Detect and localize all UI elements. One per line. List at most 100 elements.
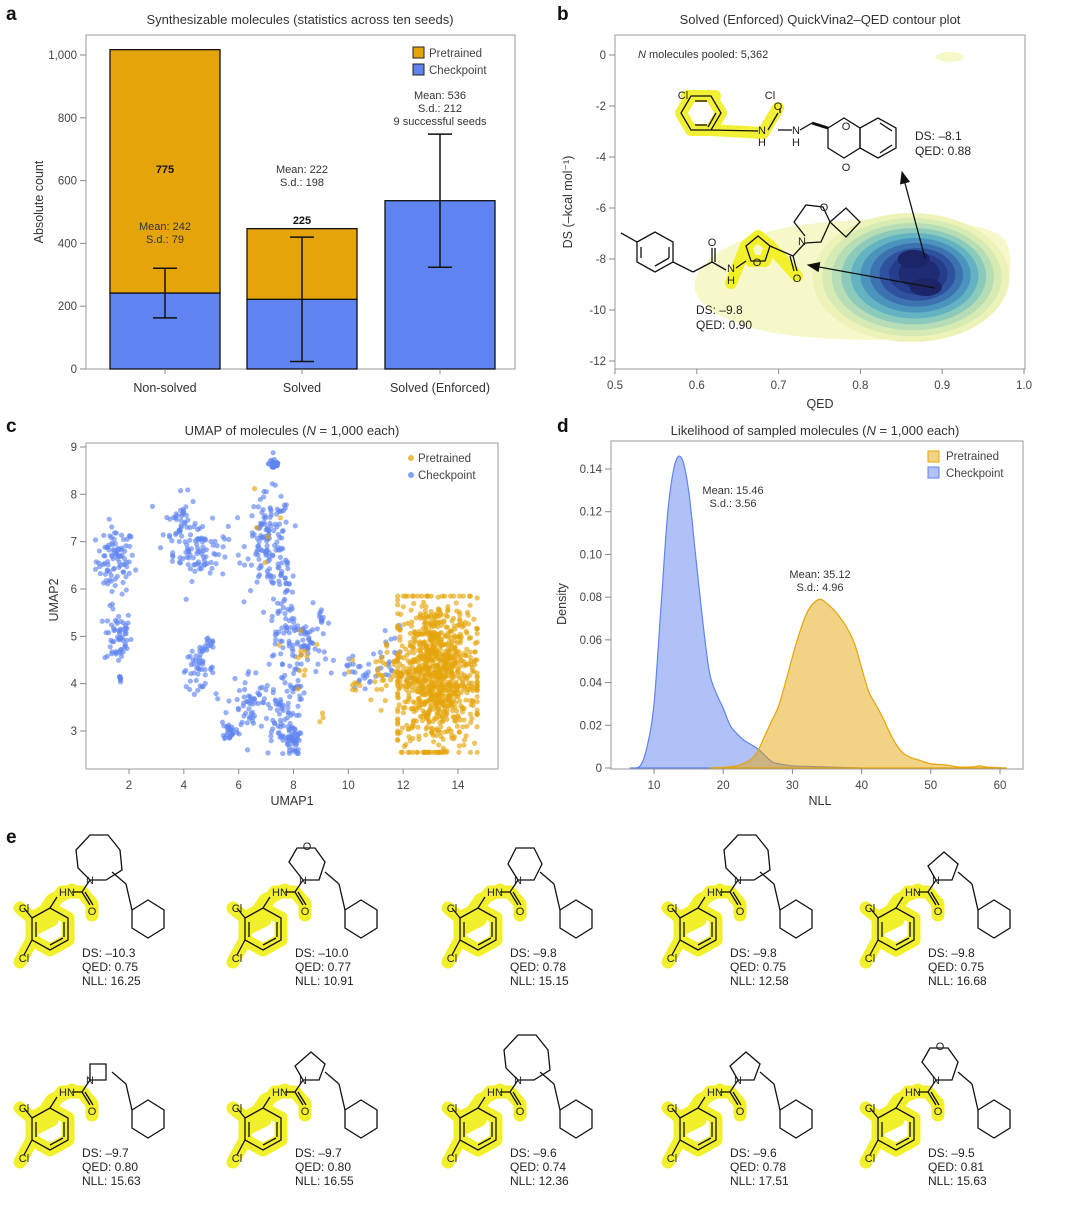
scatter-point-checkpoint (191, 691, 197, 697)
scatter-point-checkpoint (341, 671, 348, 677)
panel-a-ylabel: Absolute count (32, 160, 46, 243)
scatter-point-pretrained (474, 687, 480, 694)
scatter-point-pretrained (437, 658, 443, 664)
atom-label: Cl (19, 1153, 29, 1165)
bond (697, 896, 706, 909)
scatter-point-checkpoint (123, 631, 129, 637)
scatter-point-checkpoint (226, 724, 232, 730)
scatter-point-checkpoint (121, 556, 128, 562)
scatter-point-checkpoint (133, 567, 139, 573)
y-tick-label: 3 (71, 726, 77, 738)
atom-label: N (734, 875, 742, 887)
scatter-point-pretrained (397, 729, 403, 736)
molecule-skeleton (23, 834, 165, 956)
scatter-point-checkpoint (118, 679, 124, 685)
scatter-point-checkpoint (104, 618, 111, 624)
scatter-point-pretrained (435, 624, 441, 630)
scatter-point-pretrained (453, 689, 459, 695)
scatter-point-pretrained (431, 616, 437, 622)
scatter-point-pretrained (454, 708, 460, 714)
scatter-point-pretrained (438, 724, 444, 730)
scatter-point-pretrained (463, 652, 469, 659)
atom-label: Cl (667, 903, 677, 915)
scatter-point-checkpoint (264, 538, 270, 544)
atom-label: O (934, 1106, 943, 1118)
bond (729, 1079, 739, 1093)
scatter-point-checkpoint (167, 534, 173, 540)
scatter-point-pretrained (465, 687, 471, 693)
y-tick-label: 0.02 (580, 720, 602, 732)
bond (553, 883, 561, 911)
scatter-point-checkpoint (279, 661, 286, 667)
bond (895, 1096, 904, 1109)
scatter-point-pretrained (445, 699, 452, 705)
scatter-point-checkpoint (271, 527, 277, 534)
scatter-point-pretrained (423, 732, 429, 738)
atom-label: Cl (19, 1103, 29, 1115)
scatter-point-pretrained (406, 696, 412, 702)
atom-o: O (753, 257, 762, 269)
bond (451, 1139, 461, 1156)
scatter-point-pretrained (457, 717, 463, 723)
molecule-nll: NLL: 16.68 (928, 974, 987, 988)
scatter-point-pretrained (474, 710, 480, 717)
panel-b-top-ds: DS: –8.1 (915, 129, 962, 143)
scatter-point-checkpoint (278, 721, 284, 727)
scatter-point-checkpoint (269, 617, 275, 624)
scatter-point-checkpoint (103, 578, 109, 584)
scatter-point-checkpoint (196, 665, 202, 672)
scatter-point-pretrained (440, 702, 447, 709)
scatter-point-pretrained (373, 659, 379, 665)
scatter-point-checkpoint (270, 726, 276, 732)
atom-label: Cl (865, 1103, 875, 1115)
scatter-point-pretrained (474, 693, 480, 700)
scatter-point-pretrained (436, 714, 442, 720)
scatter-point-checkpoint (290, 748, 296, 754)
scatter-point-pretrained (277, 515, 284, 521)
scatter-point-pretrained (474, 639, 480, 645)
scatter-point-pretrained (421, 599, 427, 605)
scatter-point-checkpoint (233, 727, 240, 733)
molecule-ds: DS: –10.0 (295, 946, 349, 960)
scatter-point-checkpoint (199, 646, 205, 652)
scatter-point-checkpoint (215, 696, 221, 702)
scatter-point-checkpoint (111, 627, 117, 634)
scatter-point-checkpoint (279, 706, 285, 712)
atom-label: Cl (232, 1153, 242, 1165)
scatter-point-pretrained (474, 679, 480, 686)
legend-swatch-checkpoint (927, 466, 940, 479)
panel-letter-a: a (6, 4, 17, 25)
scatter-point-checkpoint (277, 638, 284, 644)
atom-label: Cl (667, 953, 677, 965)
scatter-point-pretrained (433, 637, 439, 643)
scatter-point-pretrained (395, 611, 401, 617)
bond (297, 891, 307, 906)
scatter-point-checkpoint (190, 657, 196, 663)
scatter-point-pretrained (454, 684, 460, 690)
panel-b-molecule-top (675, 90, 897, 159)
panel-c-points (92, 450, 480, 757)
bond (294, 879, 304, 893)
scatter-point-pretrained (421, 691, 428, 698)
panel-letter-b: b (557, 4, 569, 25)
scatter-point-checkpoint (256, 572, 263, 578)
scatter-point-checkpoint (246, 693, 252, 699)
scatter-point-checkpoint (200, 523, 206, 530)
scatter-point-pretrained (428, 638, 435, 644)
scatter-point-checkpoint (123, 574, 129, 580)
title-prefix: Likelihood of sampled molecules ( (671, 423, 867, 438)
scatter-point-checkpoint (382, 627, 388, 634)
scatter-point-checkpoint (280, 645, 286, 651)
x-tick-label: 1.0 (1016, 380, 1032, 392)
scatter-point-checkpoint (297, 696, 303, 703)
y-tick-label: 0 (600, 50, 606, 62)
panel-b-bottom-qed: QED: 0.90 (696, 318, 752, 332)
scatter-point-pretrained (399, 725, 405, 731)
scatter-point-checkpoint (181, 669, 187, 675)
ring-pyrrolidine (294, 1051, 326, 1081)
x-tick-label: 6 (235, 780, 241, 792)
bond (895, 896, 904, 909)
scatter-point-pretrained (423, 603, 429, 610)
